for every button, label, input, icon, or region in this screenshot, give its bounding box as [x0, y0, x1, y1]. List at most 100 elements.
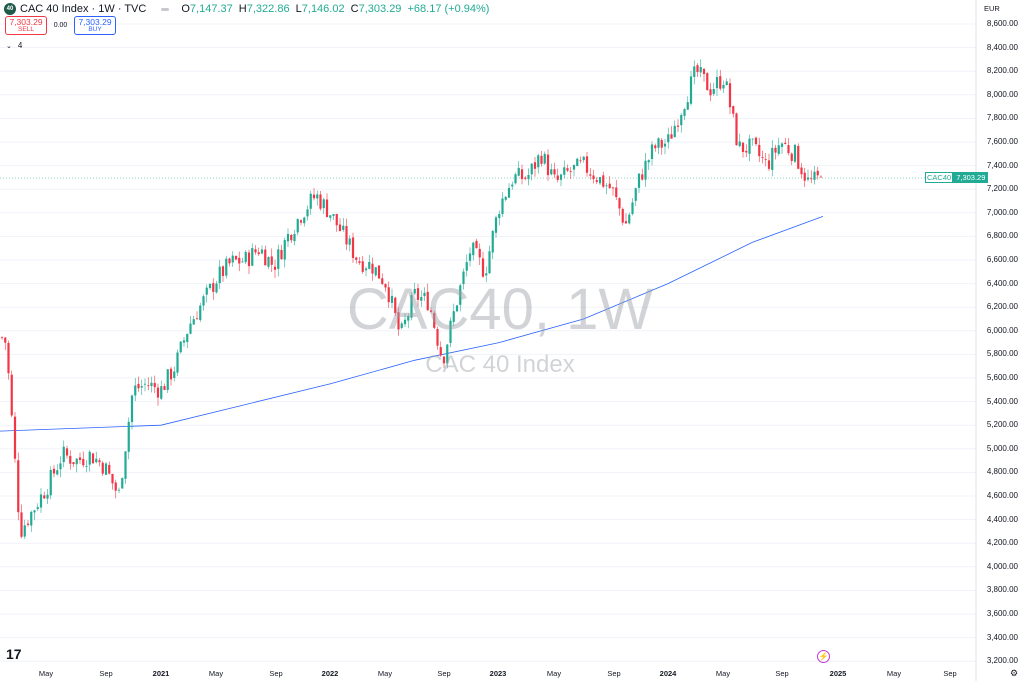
candle-body [351, 237, 355, 258]
candle-body [85, 465, 88, 467]
candle-body [88, 451, 91, 465]
candle-body [715, 77, 719, 89]
price-tick-label: 6,600.00 [986, 255, 1018, 264]
candle-body [212, 283, 215, 292]
candle-body [751, 138, 754, 140]
candle-body [498, 214, 501, 219]
candle-body [712, 88, 715, 94]
candle-body [572, 164, 576, 170]
ohlc-values: O7,147.37 H7,322.86 L7,146.02 C7,303.29 … [181, 3, 489, 15]
last-price-symbol: CAC40 [925, 172, 954, 183]
candle-body [748, 138, 751, 154]
candle-body [800, 167, 803, 175]
flash-icon[interactable]: ⚡ [817, 650, 830, 663]
candle-body [595, 180, 598, 183]
symbol-legend: 40 CAC 40 Index · 1W · TVC O7,147.37 H7,… [4, 2, 489, 16]
candle-body [813, 171, 816, 180]
candle-body [475, 240, 478, 249]
candle-body [65, 448, 69, 456]
candle-body [231, 255, 234, 263]
time-tick-label: 2021 [152, 669, 170, 678]
chart-grid [0, 23, 976, 662]
candle-body [553, 169, 556, 175]
candle-body [579, 160, 582, 162]
currency-label[interactable]: EUR [984, 4, 1000, 13]
candle-body [124, 451, 127, 479]
candle-body [728, 83, 732, 108]
eye-icon[interactable] [161, 7, 170, 11]
candle-body [719, 76, 722, 89]
candle-body [787, 145, 790, 154]
candle-body [338, 224, 342, 231]
candle-body [166, 369, 169, 390]
candle-body [114, 482, 117, 491]
candle-body [810, 178, 813, 180]
ohlc-open-key: O [181, 3, 190, 15]
candle-body [384, 284, 387, 288]
candle-body [520, 169, 524, 180]
candle-body [36, 507, 39, 509]
candle-body [400, 323, 403, 328]
time-tick-label: Sep [607, 669, 621, 678]
candle-body [13, 416, 17, 459]
sell-button[interactable]: 7,303.29 SELL [5, 16, 47, 35]
candle-body [111, 473, 114, 484]
candle-body [199, 305, 202, 321]
candle-body [790, 153, 793, 161]
candle-body [732, 106, 735, 114]
candle-body [319, 194, 322, 209]
candle-body [446, 344, 449, 364]
price-tick-label: 7,600.00 [986, 137, 1018, 146]
buy-button[interactable]: 7,303.29 BUY [74, 16, 116, 35]
candle-body [238, 257, 241, 264]
time-tick-label: 2023 [489, 669, 507, 678]
candle-body [267, 257, 270, 267]
gear-icon[interactable]: ⚙ [1010, 668, 1019, 678]
candle-body [527, 174, 530, 180]
price-tick-label: 6,000.00 [986, 325, 1018, 335]
tradingview-logo-icon[interactable]: 17 [6, 646, 22, 662]
candle-body [598, 177, 602, 184]
moving-average-line [0, 215, 824, 432]
candle-body [631, 202, 634, 214]
indicators-toggle[interactable]: ⌄ 4 [6, 41, 22, 50]
candle-body [702, 68, 706, 75]
candle-body [488, 251, 491, 274]
candle-body [163, 386, 166, 390]
candle-body [410, 295, 413, 318]
candle-body [507, 187, 511, 198]
chevron-down-icon: ⌄ [6, 42, 12, 50]
candle-body [641, 174, 644, 180]
time-tick-label: May [546, 669, 562, 678]
candle-body [472, 242, 475, 256]
time-tick-label: Sep [99, 669, 113, 678]
price-tick-label: 5,400.00 [986, 396, 1018, 406]
candle-body [722, 84, 725, 89]
price-tick-label: 3,400.00 [986, 632, 1018, 642]
price-tick-label: 4,800.00 [986, 467, 1018, 477]
candle-body [602, 175, 605, 187]
symbol-title[interactable]: CAC 40 Index · 1W · TVC [20, 3, 147, 15]
candle-body [215, 283, 218, 293]
watermark-name: CAC 40 Index [425, 351, 575, 378]
price-tick-label: 3,800.00 [986, 585, 1018, 595]
candle-body [69, 455, 72, 464]
candle-body [156, 387, 160, 398]
candle-body [426, 291, 429, 311]
candle-body [468, 253, 472, 261]
time-tick-label: May [208, 669, 224, 678]
price-tick-label: 4,000.00 [986, 561, 1018, 571]
candle-body [569, 170, 572, 172]
candle-body [348, 238, 351, 245]
candle-body [17, 460, 20, 513]
candle-body [95, 458, 98, 463]
candle-body [667, 134, 670, 143]
candle-body [283, 240, 286, 260]
candle-body [254, 249, 257, 253]
price-tick-label: 8,200.00 [986, 66, 1018, 76]
candle-body [546, 154, 550, 176]
candle-body [264, 249, 267, 266]
buy-label: BUY [88, 25, 102, 33]
price-tick-label: 6,800.00 [986, 231, 1018, 241]
